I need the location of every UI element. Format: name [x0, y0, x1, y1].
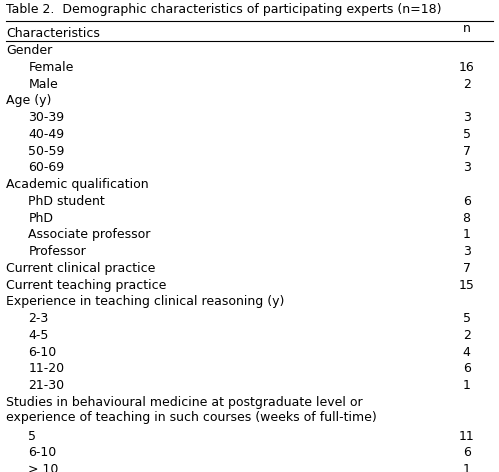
Text: Professor: Professor [28, 245, 86, 258]
Text: 6: 6 [463, 195, 471, 208]
Text: 6: 6 [463, 362, 471, 376]
Text: PhD student: PhD student [28, 195, 105, 208]
Text: 1: 1 [463, 463, 471, 472]
Text: 1: 1 [463, 228, 471, 242]
Text: Age (y): Age (y) [6, 94, 51, 108]
Text: 5: 5 [463, 312, 471, 325]
Text: 3: 3 [463, 245, 471, 258]
Text: 4: 4 [463, 346, 471, 359]
Text: 6-10: 6-10 [28, 346, 57, 359]
Text: 30-39: 30-39 [28, 111, 64, 124]
Text: 21-30: 21-30 [28, 379, 64, 392]
Text: 2: 2 [463, 77, 471, 91]
Text: 5: 5 [28, 430, 36, 443]
Text: 7: 7 [463, 262, 471, 275]
Text: 1: 1 [463, 379, 471, 392]
Text: 3: 3 [463, 111, 471, 124]
Text: 7: 7 [463, 144, 471, 158]
Text: 6: 6 [463, 446, 471, 459]
Text: Academic qualification: Academic qualification [6, 178, 149, 191]
Text: 2: 2 [463, 329, 471, 342]
Text: Current clinical practice: Current clinical practice [6, 262, 155, 275]
Text: Associate professor: Associate professor [28, 228, 151, 242]
Text: 2-3: 2-3 [28, 312, 49, 325]
Text: 3: 3 [463, 161, 471, 175]
Text: Male: Male [28, 77, 58, 91]
Text: n: n [463, 22, 471, 35]
Text: 40-49: 40-49 [28, 128, 64, 141]
Text: Table 2.  Demographic characteristics of participating experts (n=18): Table 2. Demographic characteristics of … [6, 3, 442, 17]
Text: Female: Female [28, 61, 74, 74]
Text: PhD: PhD [28, 211, 53, 225]
Text: 4-5: 4-5 [28, 329, 49, 342]
Text: 11-20: 11-20 [28, 362, 64, 376]
Text: 5: 5 [463, 128, 471, 141]
Text: 60-69: 60-69 [28, 161, 64, 175]
Text: Gender: Gender [6, 44, 52, 57]
Text: Studies in behavioural medicine at postgraduate level or
experience of teaching : Studies in behavioural medicine at postg… [6, 396, 377, 424]
Text: > 10: > 10 [28, 463, 59, 472]
Text: 16: 16 [459, 61, 475, 74]
Text: 11: 11 [459, 430, 475, 443]
Text: Characteristics: Characteristics [6, 27, 100, 41]
Text: 8: 8 [463, 211, 471, 225]
Text: Current teaching practice: Current teaching practice [6, 278, 166, 292]
Text: Experience in teaching clinical reasoning (y): Experience in teaching clinical reasonin… [6, 295, 284, 309]
Text: 6-10: 6-10 [28, 446, 57, 459]
Text: 15: 15 [459, 278, 475, 292]
Text: 50-59: 50-59 [28, 144, 65, 158]
